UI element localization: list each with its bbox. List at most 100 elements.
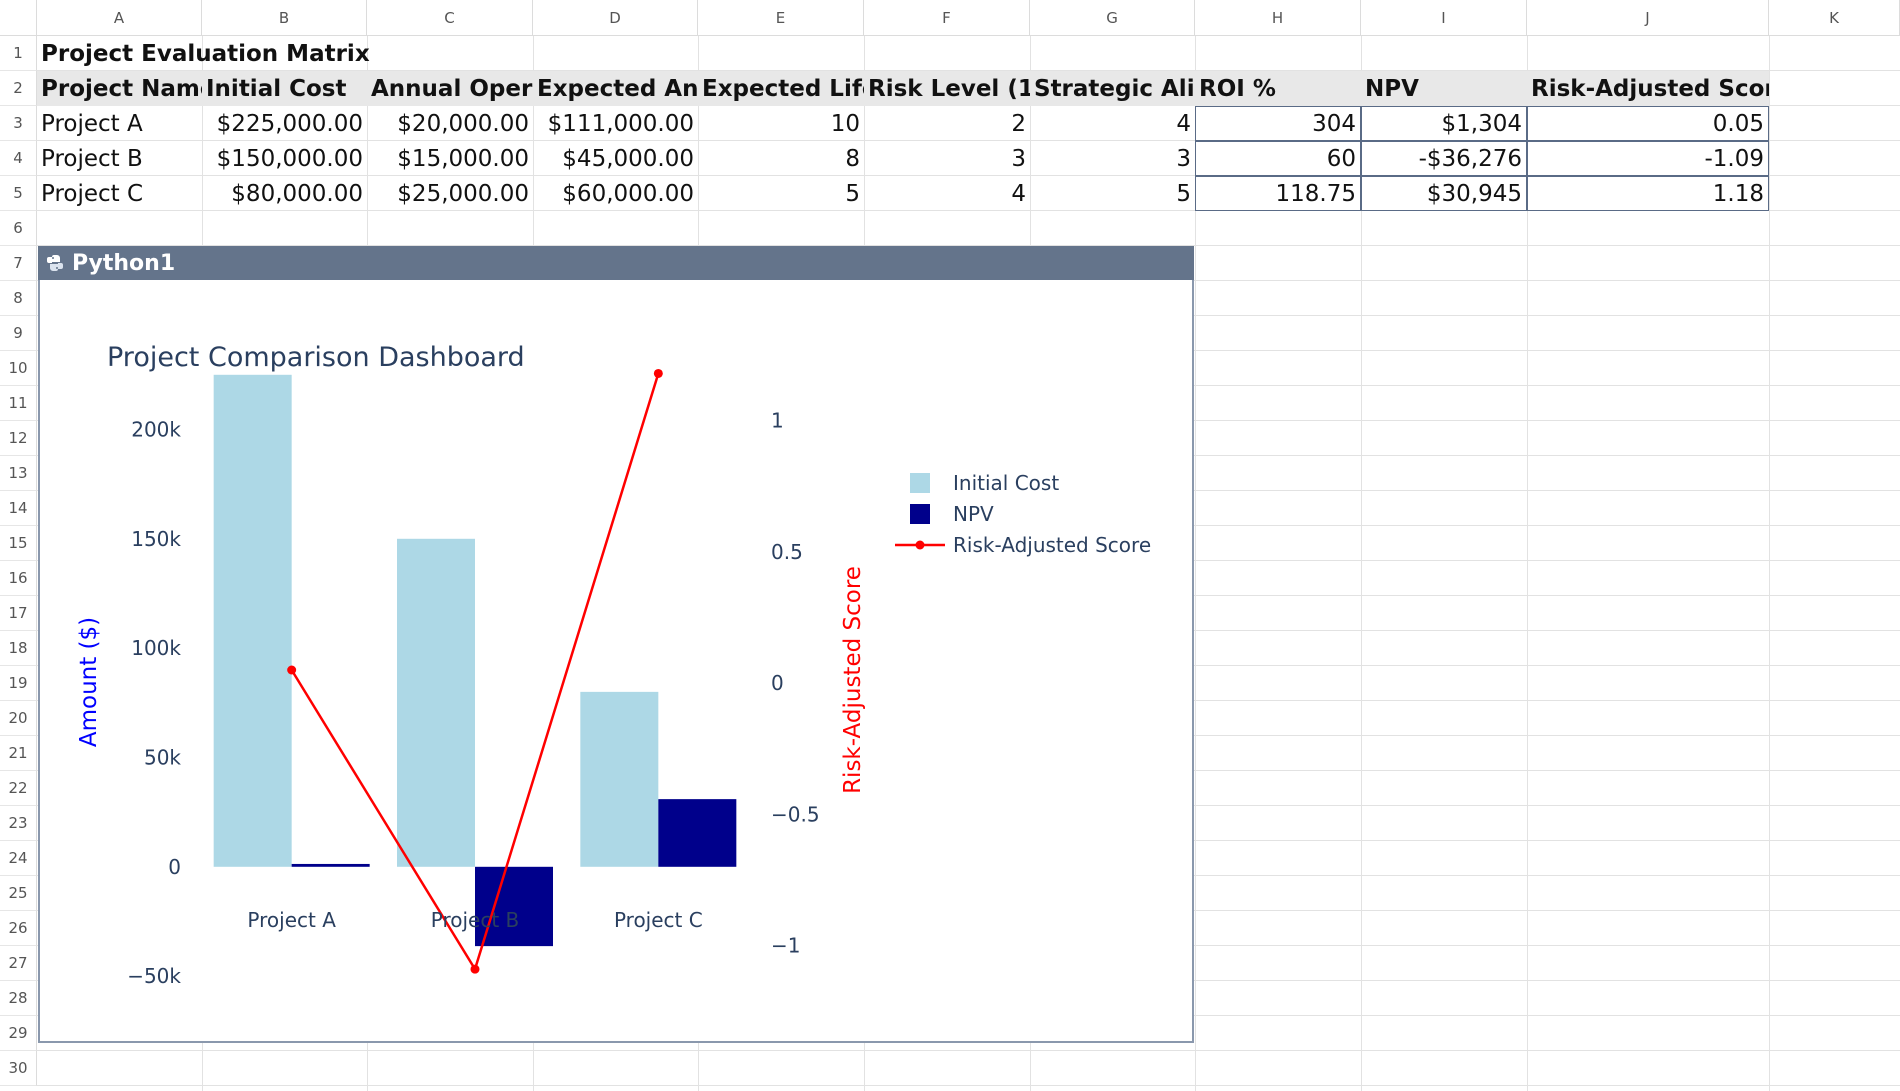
bar-initial-cost xyxy=(397,538,475,867)
data-cell[interactable]: -1.09 xyxy=(1527,141,1769,176)
y-tick-label: 0 xyxy=(168,855,181,879)
bar-npv xyxy=(475,866,553,947)
bar-initial-cost xyxy=(213,374,292,867)
row-header-9[interactable]: 9 xyxy=(0,316,37,351)
data-cell[interactable]: 4 xyxy=(1176,110,1191,137)
data-cell[interactable]: 304 xyxy=(1195,106,1361,141)
row-header-28[interactable]: 28 xyxy=(0,981,37,1016)
row-header-11[interactable]: 11 xyxy=(0,386,37,421)
row-header-1[interactable]: 1 xyxy=(0,36,37,71)
data-cell[interactable]: $80,000.00 xyxy=(231,180,363,207)
data-cell[interactable]: $1,304 xyxy=(1361,106,1527,141)
row-header-15[interactable]: 15 xyxy=(0,526,37,561)
row-header-19[interactable]: 19 xyxy=(0,666,37,701)
column-header-c[interactable]: C xyxy=(367,0,533,36)
column-header-d[interactable]: D xyxy=(533,0,698,36)
python-cell-header[interactable]: Python1 xyxy=(38,246,1194,280)
header-cell[interactable]: Project Name xyxy=(37,71,202,106)
row-header-16[interactable]: 16 xyxy=(0,561,37,596)
data-cell[interactable]: 4 xyxy=(1011,180,1026,207)
row-header-22[interactable]: 22 xyxy=(0,771,37,806)
data-cell[interactable]: $25,000.00 xyxy=(397,180,529,207)
header-cell[interactable]: Strategic Alig xyxy=(1030,71,1195,106)
data-cell[interactable]: 5 xyxy=(845,180,860,207)
column-header-k[interactable]: K xyxy=(1769,0,1900,36)
data-cell[interactable]: 118.75 xyxy=(1195,176,1361,211)
row-header-27[interactable]: 27 xyxy=(0,946,37,981)
row-header-21[interactable]: 21 xyxy=(0,736,37,771)
data-cell[interactable]: 2 xyxy=(1011,110,1026,137)
row-header-10[interactable]: 10 xyxy=(0,351,37,386)
data-cell[interactable]: $30,945 xyxy=(1361,176,1527,211)
data-cell[interactable]: 5 xyxy=(1176,180,1191,207)
data-cell[interactable]: 8 xyxy=(845,145,860,172)
data-cell[interactable]: $225,000.00 xyxy=(216,110,363,137)
y2-tick-label: 0.5 xyxy=(771,540,803,564)
data-cell[interactable]: 3 xyxy=(1011,145,1026,172)
column-header-h[interactable]: H xyxy=(1195,0,1361,36)
row-header-2[interactable]: 2 xyxy=(0,71,37,106)
row-header-4[interactable]: 4 xyxy=(0,141,37,176)
data-cell[interactable]: Project B xyxy=(41,145,143,172)
python-cell-label: Python1 xyxy=(72,250,176,276)
data-cell[interactable]: $60,000.00 xyxy=(562,180,694,207)
row-header-13[interactable]: 13 xyxy=(0,456,37,491)
row-header-5[interactable]: 5 xyxy=(0,176,37,211)
gridline-horizontal xyxy=(37,175,1900,176)
row-header-3[interactable]: 3 xyxy=(0,106,37,141)
data-cell[interactable]: $150,000.00 xyxy=(216,145,363,172)
row-header-17[interactable]: 17 xyxy=(0,596,37,631)
column-header-i[interactable]: I xyxy=(1361,0,1527,36)
header-cell[interactable]: Expected Life xyxy=(698,71,864,106)
header-cell[interactable]: NPV xyxy=(1361,71,1527,106)
row-header-8[interactable]: 8 xyxy=(0,281,37,316)
data-cell[interactable]: 1.18 xyxy=(1527,176,1769,211)
row-header-6[interactable]: 6 xyxy=(0,211,37,246)
header-cell[interactable]: Risk-Adjusted Score xyxy=(1527,71,1769,106)
gridline-vertical xyxy=(1769,36,1770,1091)
row-header-25[interactable]: 25 xyxy=(0,876,37,911)
y2-tick-label: 1 xyxy=(771,409,784,433)
y2-axis-title: Risk-Adjusted Score xyxy=(840,566,866,794)
data-cell[interactable]: 3 xyxy=(1176,145,1191,172)
select-all-corner[interactable] xyxy=(0,0,37,36)
x-tick-label: Project C xyxy=(614,908,703,932)
data-cell[interactable]: $45,000.00 xyxy=(562,145,694,172)
row-header-20[interactable]: 20 xyxy=(0,701,37,736)
legend-swatch-npv xyxy=(910,504,930,524)
data-cell[interactable]: 60 xyxy=(1195,141,1361,176)
row-header-7[interactable]: 7 xyxy=(0,246,37,281)
header-cell[interactable]: ROI % xyxy=(1195,71,1361,106)
row-header-14[interactable]: 14 xyxy=(0,491,37,526)
header-cell[interactable]: Expected Ann xyxy=(533,71,698,106)
data-cell[interactable]: $20,000.00 xyxy=(397,110,529,137)
header-cell[interactable]: Annual Opera xyxy=(367,71,533,106)
row-header-24[interactable]: 24 xyxy=(0,841,37,876)
sheet-title-cell[interactable]: Project Evaluation Matrix xyxy=(41,40,370,67)
data-cell[interactable]: Project A xyxy=(41,110,143,137)
header-cell[interactable]: Initial Cost xyxy=(202,71,367,106)
data-cell[interactable]: Project C xyxy=(41,180,144,207)
row-header-30[interactable]: 30 xyxy=(0,1051,37,1086)
row-header-18[interactable]: 18 xyxy=(0,631,37,666)
column-header-b[interactable]: B xyxy=(202,0,367,36)
data-cell[interactable]: $15,000.00 xyxy=(397,145,529,172)
column-header-e[interactable]: E xyxy=(698,0,864,36)
column-header-a[interactable]: A xyxy=(37,0,202,36)
x-tick-label: Project A xyxy=(247,908,336,932)
column-header-g[interactable]: G xyxy=(1030,0,1195,36)
column-header-f[interactable]: F xyxy=(864,0,1030,36)
data-cell[interactable]: 0.05 xyxy=(1527,106,1769,141)
data-cell[interactable]: -$36,276 xyxy=(1361,141,1527,176)
data-cell[interactable]: 10 xyxy=(830,110,860,137)
column-header-j[interactable]: J xyxy=(1527,0,1769,36)
python-icon xyxy=(47,255,63,271)
bar-npv xyxy=(291,863,370,867)
data-cell[interactable]: $111,000.00 xyxy=(547,110,694,137)
row-header-12[interactable]: 12 xyxy=(0,421,37,456)
header-cell[interactable]: Risk Level (1- xyxy=(864,71,1030,106)
row-header-23[interactable]: 23 xyxy=(0,806,37,841)
row-header-29[interactable]: 29 xyxy=(0,1016,37,1051)
row-header-26[interactable]: 26 xyxy=(0,911,37,946)
